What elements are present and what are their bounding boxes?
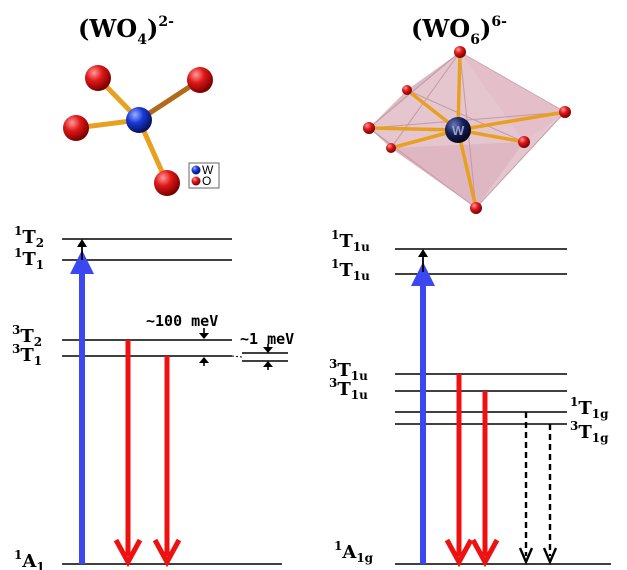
atom-legend: W O (188, 162, 220, 189)
oxygen-atom (363, 122, 375, 134)
oxygen-atom (154, 170, 180, 196)
right-title-sub: 6 (470, 32, 480, 48)
left-title: (WO4)2- (78, 14, 174, 48)
excitation-arrowhead-right (411, 262, 435, 286)
left-energy-levels (62, 238, 288, 565)
right-transition-arrows (411, 249, 558, 568)
right-level-labels: 1T1u 1T1u 3T1u 3T1u 1T1g 3T1g 1A1g (329, 228, 609, 565)
oxygen-atom (63, 115, 89, 141)
left-level-labels: 1T2 1T1 3T2 3T1 1A1 (12, 224, 45, 570)
gap-1mev-marker (231, 344, 273, 370)
label-1t1g: 1T1g (570, 395, 609, 421)
label-3t1: 3T1 (12, 342, 42, 368)
oxygen-atom (402, 85, 412, 95)
label-3t1g: 3T1g (570, 419, 609, 445)
excitation-continuation-head-right (418, 249, 428, 257)
oxygen-atom (518, 136, 530, 148)
left-title-sub: 4 (137, 32, 147, 48)
excitation-continuation-head (77, 239, 87, 247)
octahedral-wo6-model: W (363, 46, 571, 214)
gap-100mev-marker (199, 328, 209, 366)
label-3t2: 3T2 (12, 323, 42, 349)
oxygen-atom (85, 65, 111, 91)
tungsten-legend-icon (191, 165, 201, 175)
tetrahedral-wo4-model (63, 65, 213, 196)
right-title-main: (WO (411, 14, 470, 43)
tungsten-atom (126, 107, 152, 133)
left-title-close: ) (147, 14, 158, 43)
right-title: (WO6)6- (411, 14, 507, 48)
label-3t1u-upper: 3T1u (329, 357, 368, 383)
label-3t1u-lower: 3T1u (329, 376, 368, 402)
oxygen-legend-icon (191, 176, 201, 186)
left-title-main: (WO (78, 14, 137, 43)
left-transition-arrows (70, 239, 182, 568)
label-1a1g: 1A1g (334, 539, 374, 565)
label-1t2: 1T2 (14, 224, 44, 250)
right-title-charge: 6- (491, 14, 507, 30)
label-1t1: 1T1 (14, 246, 44, 272)
label-1t1u-lower: 1T1u (331, 257, 370, 283)
legend-w-label: W (202, 163, 214, 177)
oxygen-atom (559, 106, 571, 118)
label-1a1: 1A1 (14, 548, 45, 570)
gap-1mev-label: ~1 meV (240, 330, 294, 348)
label-1t1u-upper: 1T1u (331, 228, 370, 254)
oxygen-atom (454, 46, 466, 58)
tungsten-atom (445, 117, 471, 143)
excitation-arrowhead (70, 250, 94, 274)
oxygen-atom (187, 67, 213, 93)
center-atom-label: W (452, 123, 465, 138)
oxygen-atom (470, 202, 482, 214)
left-title-charge: 2- (158, 14, 174, 30)
oxygen-atom (386, 143, 396, 153)
gap-100mev-label: ~100 meV (146, 312, 218, 330)
right-title-close: ) (480, 14, 491, 43)
legend-o-label: O (202, 174, 211, 188)
